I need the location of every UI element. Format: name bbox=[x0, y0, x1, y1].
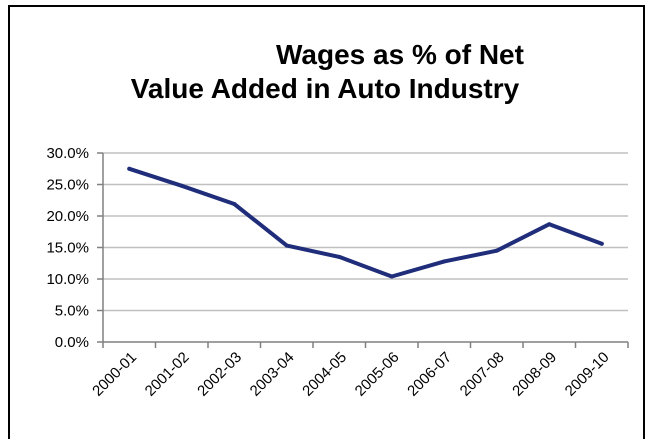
chart-title-line1: Wages as % of Net bbox=[276, 39, 524, 70]
data-point bbox=[442, 259, 447, 264]
x-tick-label: 2001-02 bbox=[142, 349, 193, 400]
series-layer bbox=[127, 166, 604, 279]
y-tick-label: 10.0% bbox=[46, 271, 89, 288]
x-tick-label: 2009-10 bbox=[562, 349, 613, 400]
y-tick-labels: 0.0% 5.0% 10.0% 15.0% 20.0% 25.0% 30.0% bbox=[46, 145, 89, 351]
data-point bbox=[494, 248, 499, 253]
x-tick-label: 2006-07 bbox=[404, 349, 455, 400]
chart-title: Wages as % of Net Value Added in Auto In… bbox=[0, 38, 650, 106]
x-tick-label: 2000-01 bbox=[89, 349, 140, 400]
axes bbox=[97, 152, 629, 348]
x-tick-label: 2002-03 bbox=[194, 349, 245, 400]
y-tick-label: 20.0% bbox=[46, 208, 89, 225]
data-point bbox=[389, 274, 394, 279]
y-tick-label: 0.0% bbox=[55, 334, 89, 351]
x-tick-labels: 2000-01 2001-02 2002-03 2003-04 2004-05 2005-… bbox=[89, 349, 612, 400]
x-tick-label: 2008-09 bbox=[509, 349, 560, 400]
data-point bbox=[599, 241, 604, 246]
y-tick-label: 30.0% bbox=[46, 145, 89, 162]
y-tick-label: 25.0% bbox=[46, 177, 89, 194]
data-point bbox=[127, 166, 132, 171]
y-tick-label: 5.0% bbox=[55, 303, 89, 320]
data-point bbox=[337, 254, 342, 259]
x-tick-label: 2004-05 bbox=[299, 349, 350, 400]
x-tick-label: 2007-08 bbox=[457, 349, 508, 400]
chart-frame bbox=[8, 5, 645, 439]
x-tick-label: 2003-04 bbox=[247, 349, 298, 400]
series-line bbox=[127, 166, 604, 279]
data-point bbox=[232, 202, 237, 207]
chart-title-line2: Value Added in Auto Industry bbox=[130, 73, 520, 104]
data-point bbox=[284, 243, 289, 248]
data-point bbox=[547, 222, 552, 227]
data-point bbox=[179, 183, 184, 188]
y-tick-label: 15.0% bbox=[46, 240, 89, 257]
x-tick-label: 2005-06 bbox=[352, 349, 403, 400]
gridlines bbox=[103, 152, 628, 312]
